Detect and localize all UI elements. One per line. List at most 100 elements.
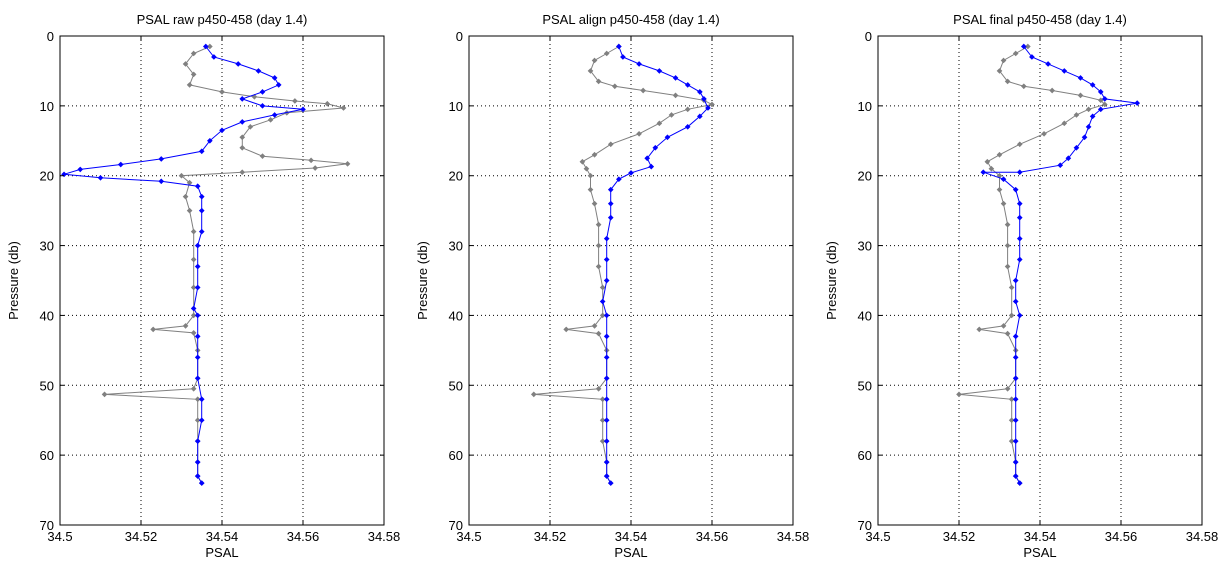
data-point: [1012, 417, 1019, 424]
data-point: [1029, 54, 1035, 60]
data-point: [599, 396, 606, 403]
y-tick-label: 50: [40, 378, 54, 393]
data-point: [190, 284, 197, 291]
grid: [60, 36, 384, 525]
x-axis-label: PSAL: [205, 545, 238, 560]
data-point: [628, 170, 634, 176]
y-tick-label: 40: [40, 308, 54, 323]
y-tick-label: 70: [858, 518, 872, 533]
chart-panel-3: 34.5 34.52 34.54 34.56 34.58 0 10 20 30 40 50 60 70 P…: [824, 12, 1218, 560]
data-point: [603, 396, 610, 403]
data-point: [259, 103, 266, 109]
data-point: [684, 106, 691, 113]
y-tick-label: 0: [456, 29, 463, 44]
data-point: [1012, 298, 1019, 305]
data-point: [603, 473, 610, 479]
data-point: [996, 151, 1003, 158]
data-point: [344, 161, 351, 167]
data-point: [207, 43, 213, 50]
data-point: [976, 326, 983, 333]
data-point: [603, 438, 610, 444]
y-axis-label: Pressure (db): [824, 241, 839, 320]
data-point: [1097, 106, 1104, 113]
data-point: [158, 156, 165, 162]
data-point: [595, 330, 602, 337]
data-point: [1020, 83, 1027, 90]
x-tick-label: 34.54: [615, 529, 648, 544]
data-point: [340, 105, 347, 111]
data-point: [190, 71, 197, 78]
y-tick-label: 30: [40, 239, 54, 254]
x-tick-label: 34.5: [456, 529, 481, 544]
data-point: [247, 123, 254, 130]
data-point: [202, 43, 209, 50]
x-tick-label: 34.56: [696, 529, 729, 544]
data-point: [300, 106, 306, 113]
data-point: [1016, 235, 1023, 242]
y-tick-label: 10: [449, 99, 463, 114]
chart-title: PSAL align p450-458 (day 1.4): [542, 12, 719, 27]
data-point: [583, 165, 590, 172]
data-point: [1061, 120, 1068, 127]
data-point: [956, 391, 962, 398]
data-point: [239, 96, 246, 102]
data-point: [186, 207, 193, 214]
data-point: [77, 166, 84, 173]
data-point: [1061, 68, 1068, 74]
data-point: [97, 174, 104, 181]
data-point: [219, 127, 225, 134]
data-point: [1081, 134, 1088, 141]
data-point: [1004, 263, 1011, 270]
data-point: [599, 284, 606, 291]
data-point: [595, 242, 602, 249]
data-point: [1012, 186, 1019, 193]
data-point: [996, 68, 1003, 74]
series-2: [599, 43, 711, 486]
data-point: [308, 157, 314, 164]
data-point: [1073, 144, 1080, 151]
data-point: [190, 330, 197, 336]
data-point: [1101, 101, 1108, 108]
x-tick-label: 34.5: [865, 529, 890, 544]
data-point: [1020, 43, 1027, 50]
data-point: [194, 312, 201, 319]
data-point: [1089, 113, 1096, 120]
data-point: [1004, 330, 1011, 337]
data-point: [235, 61, 242, 67]
data-point: [239, 134, 246, 141]
data-point: [599, 312, 606, 319]
data-point: [1000, 57, 1007, 64]
y-tick-label: 30: [858, 239, 872, 254]
data-point: [591, 57, 598, 64]
data-point: [1012, 459, 1019, 465]
data-point: [267, 117, 274, 123]
data-point: [1016, 169, 1023, 176]
data-point: [194, 183, 201, 190]
data-point: [530, 391, 537, 398]
data-point: [239, 119, 246, 125]
data-point: [324, 100, 331, 107]
data-point: [190, 385, 197, 392]
data-point: [607, 200, 614, 207]
data-point: [182, 61, 189, 67]
data-point: [1101, 96, 1108, 102]
data-point: [1049, 87, 1055, 94]
data-point: [603, 375, 610, 382]
data-point: [595, 263, 602, 270]
data-point: [255, 68, 262, 74]
data-point: [1057, 162, 1064, 169]
data-point: [1000, 200, 1007, 207]
data-point: [996, 186, 1003, 193]
data-point: [988, 165, 995, 172]
data-point: [1008, 396, 1015, 403]
data-point: [178, 172, 185, 179]
data-point: [563, 326, 570, 333]
data-point: [1016, 480, 1023, 486]
data-point: [607, 141, 614, 148]
data-point: [1041, 130, 1047, 137]
data-point: [1097, 97, 1104, 104]
y-tick-label: 20: [449, 169, 463, 184]
x-axis-label: PSAL: [1023, 545, 1056, 560]
data-point: [1016, 141, 1023, 148]
